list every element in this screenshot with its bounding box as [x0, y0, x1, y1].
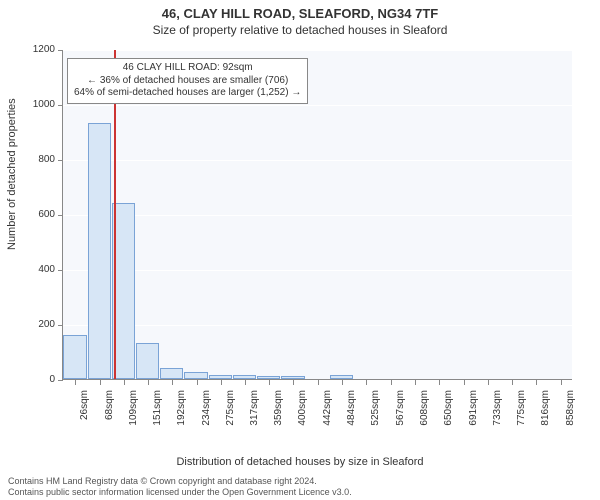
chart-plot-area: 02004006008001000120026sqm68sqm109sqm151… [62, 50, 572, 380]
xtick [439, 380, 440, 385]
gridline-h [63, 160, 572, 161]
histogram-bar [184, 372, 208, 379]
ytick-label: 400 [23, 264, 55, 275]
xtick-label: 608sqm [419, 390, 430, 432]
xtick [269, 380, 270, 385]
histogram-bar [233, 375, 257, 379]
xtick [318, 380, 319, 385]
xtick [366, 380, 367, 385]
page-subtitle: Size of property relative to detached ho… [0, 21, 600, 37]
gridline-h [63, 325, 572, 326]
xtick [221, 380, 222, 385]
histogram-bar [88, 123, 112, 379]
y-axis-label: Number of detached properties [6, 98, 18, 250]
xtick-label: 275sqm [225, 390, 236, 432]
ytick-label: 1200 [23, 44, 55, 55]
xtick [124, 380, 125, 385]
callout-line: 64% of semi-detached houses are larger (… [74, 87, 301, 100]
xtick [148, 380, 149, 385]
xtick-label: 858sqm [565, 390, 576, 432]
xtick [464, 380, 465, 385]
xtick-label: 525sqm [370, 390, 381, 432]
ytick [58, 105, 63, 106]
callout-line: 46 CLAY HILL ROAD: 92sqm [74, 62, 301, 75]
xtick-label: 442sqm [322, 390, 333, 432]
callout-box: 46 CLAY HILL ROAD: 92sqm← 36% of detache… [67, 58, 308, 104]
xtick-label: 26sqm [79, 390, 90, 432]
ytick [58, 325, 63, 326]
x-axis-label: Distribution of detached houses by size … [0, 456, 600, 468]
xtick-label: 400sqm [297, 390, 308, 432]
ytick [58, 215, 63, 216]
xtick [100, 380, 101, 385]
histogram-bar [281, 376, 305, 379]
gridline-h [63, 105, 572, 106]
histogram-bar [330, 375, 353, 379]
ytick-label: 600 [23, 209, 55, 220]
xtick-label: 359sqm [273, 390, 284, 432]
xtick-label: 650sqm [443, 390, 454, 432]
xtick [197, 380, 198, 385]
xtick [488, 380, 489, 385]
xtick [75, 380, 76, 385]
xtick-label: 484sqm [346, 390, 357, 432]
attribution-text: Contains HM Land Registry data © Crown c… [8, 476, 592, 499]
ytick [58, 160, 63, 161]
xtick [293, 380, 294, 385]
ytick [58, 50, 63, 51]
histogram-bar [136, 343, 160, 379]
xtick [512, 380, 513, 385]
xtick-label: 317sqm [249, 390, 260, 432]
gridline-h [63, 270, 572, 271]
xtick-label: 733sqm [492, 390, 503, 432]
histogram-bar [160, 368, 183, 379]
page-title: 46, CLAY HILL ROAD, SLEAFORD, NG34 7TF [0, 0, 600, 21]
ytick-label: 0 [23, 374, 55, 385]
xtick-label: 691sqm [468, 390, 479, 432]
xtick-label: 816sqm [540, 390, 551, 432]
xtick [172, 380, 173, 385]
xtick [561, 380, 562, 385]
ytick-label: 200 [23, 319, 55, 330]
ytick-label: 800 [23, 154, 55, 165]
histogram-bar [63, 335, 87, 379]
xtick-label: 192sqm [176, 390, 187, 432]
ytick-label: 1000 [23, 99, 55, 110]
attribution-line: Contains HM Land Registry data © Crown c… [8, 476, 592, 487]
xtick-label: 775sqm [516, 390, 527, 432]
xtick [536, 380, 537, 385]
xtick [391, 380, 392, 385]
gridline-h [63, 215, 572, 216]
callout-line: ← 36% of detached houses are smaller (70… [74, 75, 301, 88]
gridline-h [63, 50, 572, 51]
xtick-label: 151sqm [152, 390, 163, 432]
xtick-label: 68sqm [104, 390, 115, 432]
ytick [58, 380, 63, 381]
histogram-bar [209, 375, 232, 379]
attribution-line: Contains public sector information licen… [8, 487, 592, 498]
xtick-label: 234sqm [201, 390, 212, 432]
histogram-bar [257, 376, 280, 379]
xtick-label: 567sqm [395, 390, 406, 432]
xtick [342, 380, 343, 385]
xtick [245, 380, 246, 385]
xtick-label: 109sqm [128, 390, 139, 432]
ytick [58, 270, 63, 271]
xtick [415, 380, 416, 385]
